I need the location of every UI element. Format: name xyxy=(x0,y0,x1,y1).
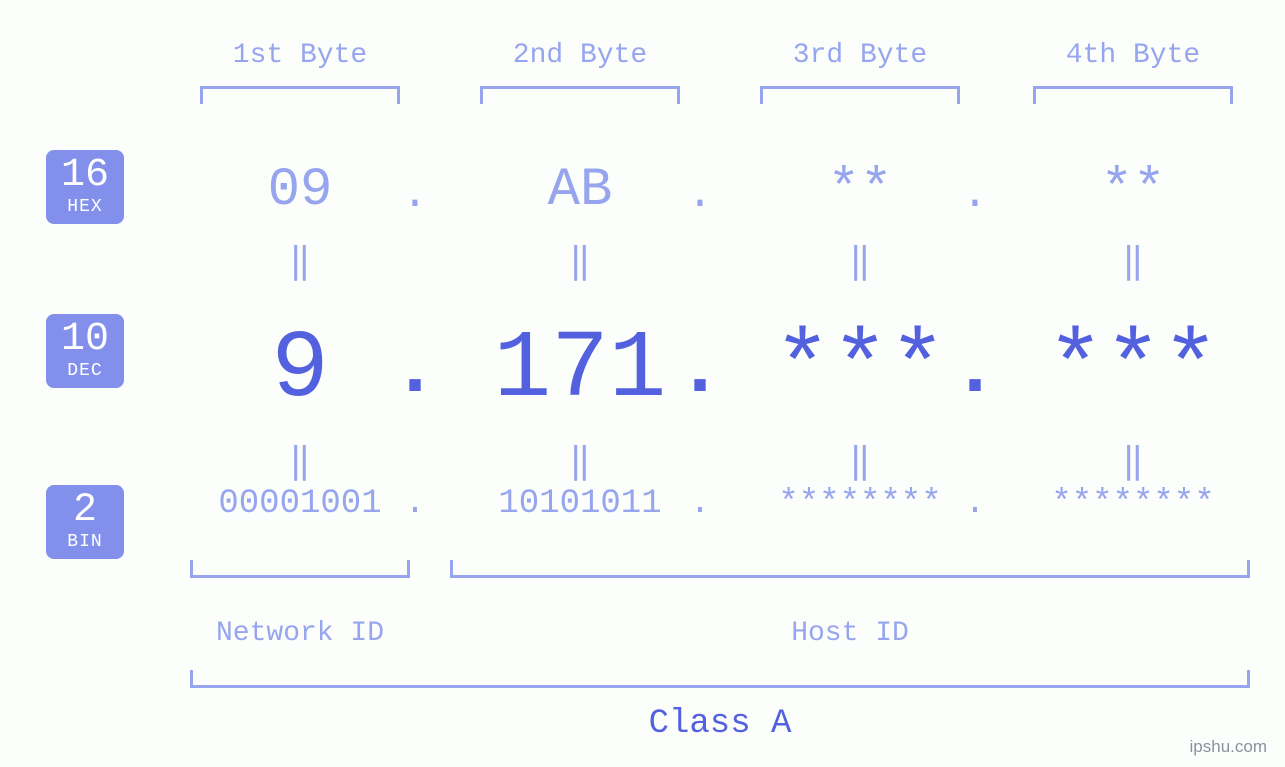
byte-header-1-text: 1st Byte xyxy=(233,40,367,71)
byte-header-2: 2nd Byte xyxy=(460,40,700,71)
bin-badge: 2 BIN xyxy=(46,485,124,559)
eq-2-1: ‖ xyxy=(270,440,330,483)
eq-1-4: ‖ xyxy=(1103,240,1163,283)
dec-badge-label: DEC xyxy=(46,362,124,380)
hex-dot-2: . xyxy=(670,170,730,220)
network-bracket xyxy=(190,560,410,578)
bin-dot-1: . xyxy=(385,485,445,523)
hex-badge-label: HEX xyxy=(46,198,124,216)
hex-badge-num: 16 xyxy=(46,156,124,196)
bin-byte-4: ******** xyxy=(983,485,1283,523)
byte-header-4-text: 4th Byte xyxy=(1066,40,1200,71)
dec-byte-4: *** xyxy=(983,315,1283,424)
ip-diagram: { "colors": { "light": "#96a5ee", "prima… xyxy=(0,0,1285,767)
dec-badge: 10 DEC xyxy=(46,314,124,388)
host-bracket xyxy=(450,560,1250,578)
eq-2-4: ‖ xyxy=(1103,440,1163,483)
eq-1-2: ‖ xyxy=(550,240,610,283)
byte-bracket-4 xyxy=(1033,86,1233,104)
eq-2-2: ‖ xyxy=(550,440,610,483)
eq-2-3: ‖ xyxy=(830,440,890,483)
bin-badge-label: BIN xyxy=(46,533,124,551)
bin-dot-3: . xyxy=(945,485,1005,523)
byte-header-1: 1st Byte xyxy=(180,40,420,71)
dec-dot-3: . xyxy=(945,325,1005,416)
bin-badge-num: 2 xyxy=(46,491,124,531)
network-id-label: Network ID xyxy=(190,618,410,649)
byte-header-2-text: 2nd Byte xyxy=(513,40,647,71)
hex-badge: 16 HEX xyxy=(46,150,124,224)
bin-dot-2: . xyxy=(670,485,730,523)
watermark: ipshu.com xyxy=(1190,737,1267,757)
byte-bracket-1 xyxy=(200,86,400,104)
byte-header-4: 4th Byte xyxy=(1013,40,1253,71)
eq-1-3: ‖ xyxy=(830,240,890,283)
byte-bracket-2 xyxy=(480,86,680,104)
byte-header-3: 3rd Byte xyxy=(740,40,980,71)
class-bracket xyxy=(190,670,1250,688)
hex-dot-3: . xyxy=(945,170,1005,220)
byte-header-3-text: 3rd Byte xyxy=(793,40,927,71)
hex-dot-1: . xyxy=(385,170,445,220)
dec-dot-2: . xyxy=(670,325,730,416)
byte-bracket-3 xyxy=(760,86,960,104)
dec-badge-num: 10 xyxy=(46,320,124,360)
dec-dot-1: . xyxy=(385,325,445,416)
host-id-label: Host ID xyxy=(450,618,1250,649)
class-label: Class A xyxy=(190,705,1250,743)
eq-1-1: ‖ xyxy=(270,240,330,283)
hex-byte-4: ** xyxy=(983,160,1283,221)
